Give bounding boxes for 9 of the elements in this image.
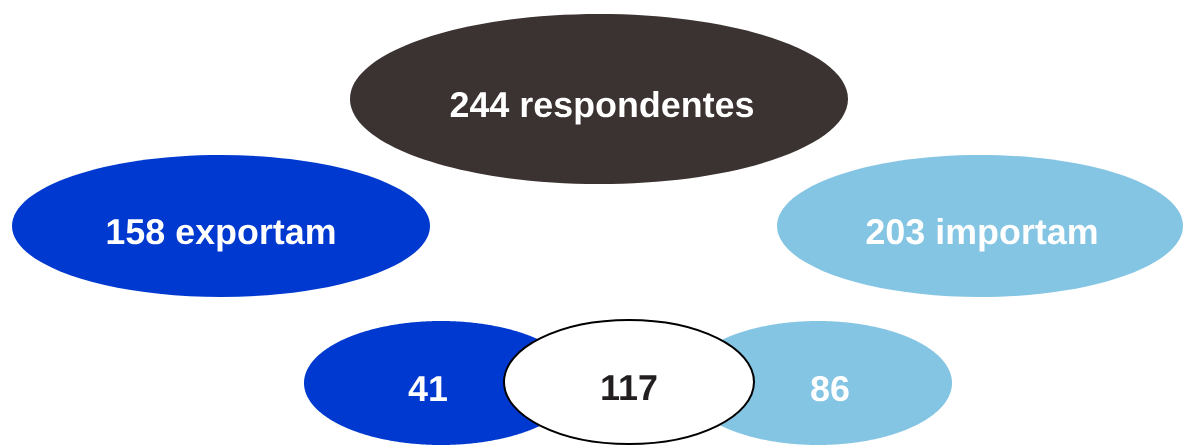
data-label: 86 bbox=[811, 375, 849, 402]
data-label: 117 bbox=[602, 375, 657, 400]
data-label: 203 bbox=[866, 218, 924, 245]
category-label: respondentes bbox=[521, 91, 754, 125]
category-label: importam bbox=[937, 218, 1097, 252]
data-label: 244 bbox=[450, 91, 510, 117]
data-label: 41 bbox=[408, 376, 447, 401]
category-label: exportam bbox=[176, 220, 335, 252]
data-label: 158 bbox=[107, 218, 165, 245]
